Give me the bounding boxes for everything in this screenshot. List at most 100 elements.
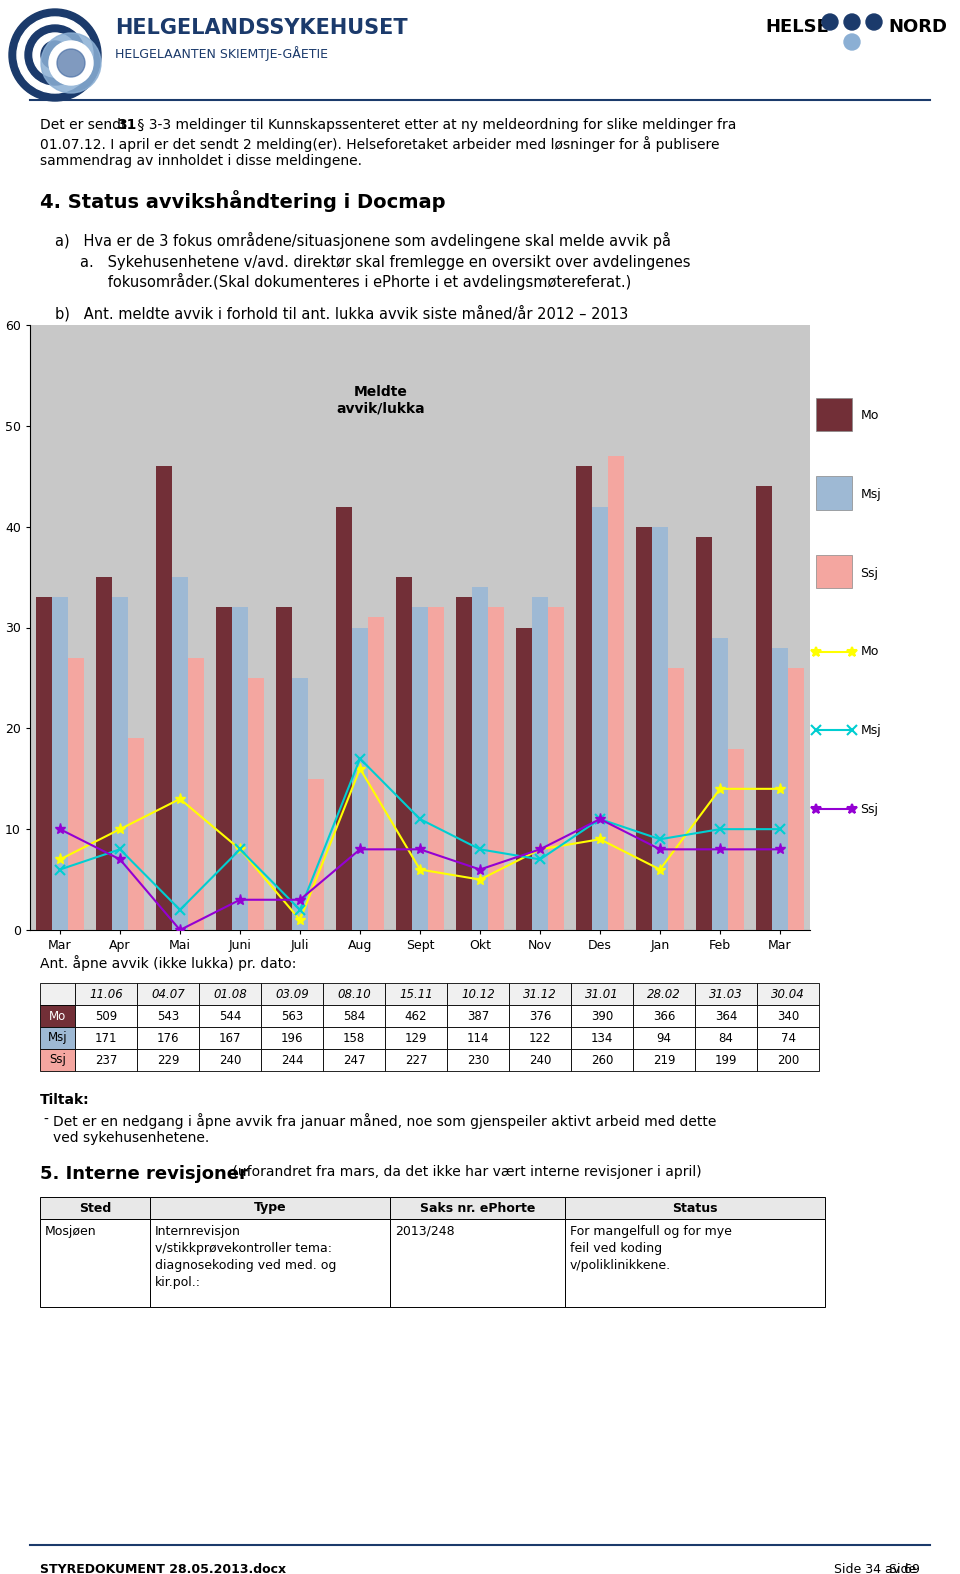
- Text: NORD: NORD: [888, 17, 947, 36]
- Text: 84: 84: [719, 1031, 733, 1045]
- Bar: [695, 1026, 757, 1048]
- Bar: [757, 1006, 819, 1026]
- Bar: [592, 507, 608, 930]
- Text: 08.10: 08.10: [337, 987, 371, 1001]
- Bar: [390, 1196, 565, 1218]
- Text: 376: 376: [529, 1009, 551, 1023]
- Bar: [40, 1196, 150, 1218]
- Mo_l: [594, 829, 606, 848]
- Bar: [633, 1006, 695, 1026]
- Text: Side 34 av 69: Side 34 av 69: [834, 1563, 920, 1574]
- Bar: [276, 608, 292, 930]
- Bar: [390, 1218, 565, 1306]
- Bar: [137, 1048, 199, 1070]
- Bar: [788, 667, 804, 930]
- Bar: [336, 507, 352, 930]
- Text: STYREDOKUMENT 28.05.2013.docx: STYREDOKUMENT 28.05.2013.docx: [40, 1563, 286, 1574]
- Bar: [216, 608, 232, 930]
- Msj_l: [294, 900, 305, 919]
- Text: 94: 94: [657, 1031, 671, 1045]
- Text: 04.07: 04.07: [151, 987, 185, 1001]
- Text: 364: 364: [715, 1009, 737, 1023]
- Bar: [636, 527, 652, 930]
- Circle shape: [844, 14, 860, 30]
- Line: Mo_l: Mo_l: [55, 763, 785, 926]
- Circle shape: [57, 49, 85, 77]
- Text: 200: 200: [777, 1053, 799, 1067]
- Bar: [323, 984, 385, 1006]
- Text: 134: 134: [590, 1031, 613, 1045]
- Text: 543: 543: [156, 1009, 180, 1023]
- Bar: [137, 1026, 199, 1048]
- Circle shape: [866, 14, 882, 30]
- Text: 199: 199: [715, 1053, 737, 1067]
- Text: 247: 247: [343, 1053, 365, 1067]
- Msj_l: [415, 809, 426, 828]
- Text: a)   Hva er de 3 fokus områdene/situasjonene som avdelingene skal melde avvik på: a) Hva er de 3 fokus områdene/situasjone…: [55, 231, 671, 249]
- Text: 15.11: 15.11: [399, 987, 433, 1001]
- Text: Ssj: Ssj: [860, 567, 878, 579]
- Bar: [385, 1048, 447, 1070]
- Msj_l: [175, 900, 186, 919]
- Text: 260: 260: [590, 1053, 613, 1067]
- Ssj_l: [594, 809, 606, 828]
- Bar: [75, 1006, 137, 1026]
- Circle shape: [9, 9, 101, 101]
- Ssj_l: [415, 841, 426, 859]
- Ssj_l: [114, 850, 126, 869]
- Bar: [36, 597, 52, 930]
- Bar: [696, 537, 712, 930]
- Bar: [576, 466, 592, 930]
- Text: HELGELANDSSYKEHUSET: HELGELANDSSYKEHUSET: [115, 17, 408, 38]
- Bar: [509, 1026, 571, 1048]
- Text: Status: Status: [672, 1201, 718, 1215]
- Mo_l: [474, 870, 486, 889]
- Bar: [516, 628, 532, 930]
- Bar: [199, 1006, 261, 1026]
- Ssj_l: [354, 841, 366, 859]
- Bar: [150, 1196, 390, 1218]
- Bar: [509, 1006, 571, 1026]
- Text: § 3-3 meldinger til Kunnskapssenteret etter at ny meldeordning for slike melding: § 3-3 meldinger til Kunnskapssenteret et…: [133, 118, 736, 132]
- Text: 01.07.12. I april er det sendt 2 melding(er). Helseforetaket arbeider med løsnin: 01.07.12. I april er det sendt 2 melding…: [40, 135, 719, 153]
- Bar: [292, 678, 308, 930]
- Bar: [368, 617, 384, 930]
- Circle shape: [49, 41, 93, 85]
- Mo_l: [354, 759, 366, 778]
- Bar: [352, 628, 368, 930]
- Bar: [75, 1026, 137, 1048]
- Line: Msj_l: Msj_l: [55, 754, 785, 914]
- Bar: [308, 779, 324, 930]
- Bar: [633, 1048, 695, 1070]
- Text: (uforandret fra mars, da det ikke har vært interne revisjoner i april): (uforandret fra mars, da det ikke har væ…: [228, 1165, 702, 1179]
- FancyBboxPatch shape: [816, 477, 852, 510]
- Bar: [40, 1026, 75, 1048]
- Text: 167: 167: [219, 1031, 241, 1045]
- Bar: [199, 984, 261, 1006]
- Text: 122: 122: [529, 1031, 551, 1045]
- Mo_l: [714, 779, 726, 798]
- Bar: [565, 1196, 825, 1218]
- Text: 366: 366: [653, 1009, 675, 1023]
- Text: Ssj: Ssj: [49, 1053, 66, 1067]
- Bar: [571, 1048, 633, 1070]
- Bar: [633, 1026, 695, 1048]
- Text: Ssj: Ssj: [860, 803, 878, 815]
- Bar: [571, 1006, 633, 1026]
- Bar: [695, 1048, 757, 1070]
- Text: 74: 74: [780, 1031, 796, 1045]
- FancyBboxPatch shape: [816, 398, 852, 431]
- Text: 387: 387: [467, 1009, 490, 1023]
- Bar: [728, 749, 744, 930]
- Text: 227: 227: [405, 1053, 427, 1067]
- Text: 129: 129: [405, 1031, 427, 1045]
- Bar: [199, 1026, 261, 1048]
- Bar: [757, 1026, 819, 1048]
- Circle shape: [41, 41, 69, 69]
- Bar: [323, 1026, 385, 1048]
- Text: 219: 219: [653, 1053, 675, 1067]
- Text: Mo: Mo: [860, 645, 878, 658]
- Mo_l: [175, 790, 186, 809]
- Bar: [112, 597, 128, 930]
- FancyBboxPatch shape: [816, 556, 852, 589]
